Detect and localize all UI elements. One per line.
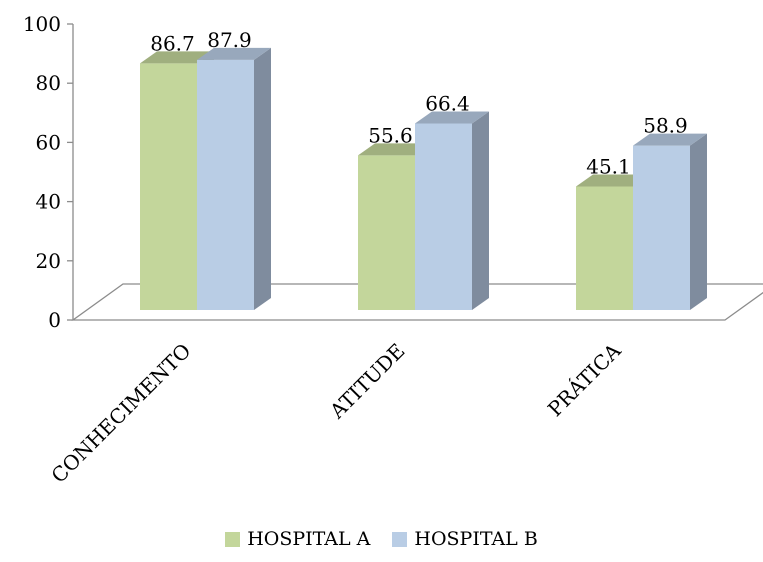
bar-top-1-2 [633, 133, 707, 146]
bar-hospital-a-conhecimento [140, 63, 197, 311]
legend: HOSPITAL A HOSPITAL B [0, 524, 763, 554]
bar-side-1-0 [254, 47, 271, 310]
legend-entry-hospital-b: HOSPITAL B [392, 528, 538, 550]
y-tick-label-80: 80 [36, 71, 61, 95]
legend-swatch-hospital-a [225, 531, 241, 547]
bar-hospital-b-conhecimento [197, 59, 254, 311]
data-label-0-2: 45.1 [586, 155, 631, 179]
bar-side-1-2 [690, 133, 707, 310]
bar-top-1-0 [197, 47, 271, 60]
x-tick-label-prática: PRÁTICA [543, 338, 626, 421]
x-tick-label-atitude: ATITUDE [324, 339, 409, 424]
y-tick-label-0: 0 [48, 308, 61, 332]
bar-hospital-b-atitude [415, 123, 472, 311]
data-label-1-1: 66.4 [425, 91, 470, 115]
legend-swatch-hospital-b [392, 531, 408, 547]
bar-top-0-1 [358, 143, 432, 156]
y-tick-label-100: 100 [23, 12, 61, 36]
bar-top-0-2 [576, 174, 650, 187]
data-label-0-0: 86.7 [150, 31, 195, 55]
bar-hospital-a-atitude [358, 155, 415, 310]
y-tick-label-60: 60 [36, 130, 61, 154]
legend-label-hospital-a: HOSPITAL A [247, 528, 371, 550]
bar-top-1-1 [415, 111, 489, 124]
y-tick-label-20: 20 [36, 249, 61, 273]
data-label-0-1: 55.6 [368, 123, 413, 147]
chart-floor [70, 283, 763, 321]
data-label-1-0: 87.9 [207, 28, 252, 52]
legend-label-hospital-b: HOSPITAL B [414, 528, 538, 550]
data-label-1-2: 58.9 [643, 114, 688, 138]
legend-entry-hospital-a: HOSPITAL A [225, 528, 370, 550]
x-tick-label-conhecimento: CONHECIMENTO [47, 339, 196, 488]
y-tick-label-40: 40 [36, 190, 61, 214]
bar-side-1-1 [472, 111, 489, 311]
bar-hospital-b-prática [633, 145, 690, 310]
bar-top-0-0 [140, 51, 214, 64]
bar-hospital-a-prática [576, 186, 633, 310]
